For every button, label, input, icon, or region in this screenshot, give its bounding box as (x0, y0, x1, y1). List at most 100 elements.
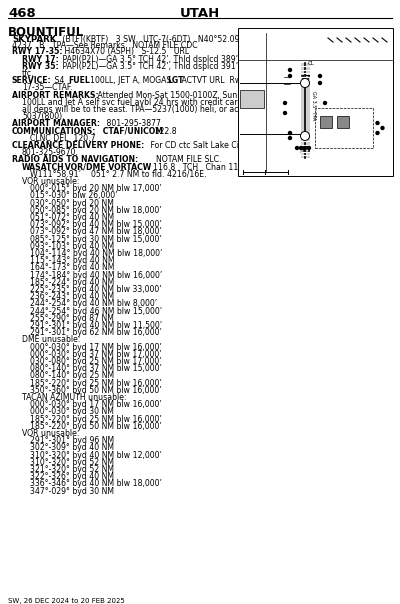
Circle shape (376, 121, 379, 124)
Circle shape (284, 101, 286, 104)
Text: tfc.: tfc. (22, 69, 35, 78)
Text: 164°-173° byd 40 NM: 164°-173° byd 40 NM (30, 263, 114, 272)
Text: 185°-220° byd 50 NM blw 16,000’: 185°-220° byd 50 NM blw 16,000’ (30, 422, 162, 431)
Text: LGT: LGT (167, 76, 184, 85)
Text: 291°-301° byd 40 NM blw 11,500’: 291°-301° byd 40 NM blw 11,500’ (30, 321, 162, 330)
Text: RWY 17:: RWY 17: (22, 54, 59, 63)
Text: 310°-320° byd 52 NM: 310°-320° byd 52 NM (30, 458, 114, 467)
Text: 185°-220° byd 25 NM blw 16,000’: 185°-220° byd 25 NM blw 16,000’ (30, 379, 162, 388)
Text: 080°-140° byd 37 NM blw 15,000’: 080°-140° byd 37 NM blw 15,000’ (30, 364, 162, 373)
Circle shape (300, 79, 310, 88)
Text: 115°-143° byd 40 NM: 115°-143° byd 40 NM (30, 256, 114, 265)
Text: PAPI(P2L)—GA 3.5° TCH 42’, Thld dsplcd 391’, Fence, Rgt: PAPI(P2L)—GA 3.5° TCH 42’, Thld dsplcd 3… (60, 62, 284, 71)
Text: UTAH: UTAH (180, 7, 220, 20)
Text: 4237   B   TPA—See Remarks   NOTAM FILE CDC: 4237 B TPA—See Remarks NOTAM FILE CDC (12, 41, 198, 50)
Circle shape (288, 68, 292, 71)
Text: RWY 17-35:: RWY 17-35: (12, 47, 62, 56)
Bar (300, 63, 310, 158)
Text: PAPI(P2L)—GA 3.5° TCH 42’, Thld dsplcd 389’, Fence.: PAPI(P2L)—GA 3.5° TCH 42’, Thld dsplcd 3… (60, 54, 268, 63)
Text: 225°-235° byd 40 NM blw 33,000’: 225°-235° byd 40 NM blw 33,000’ (30, 285, 162, 294)
Text: GA 3.5° TPA: GA 3.5° TPA (311, 91, 316, 121)
Text: WASATCH: WASATCH (22, 162, 65, 172)
Circle shape (300, 147, 302, 150)
Text: 35: 35 (299, 146, 311, 155)
Text: 291°-301° byd 62 NM blw 16,000’: 291°-301° byd 62 NM blw 16,000’ (30, 328, 162, 337)
Text: NOTAM FILE SLC.: NOTAM FILE SLC. (151, 155, 222, 164)
Text: VOR/DME VORTACW: VOR/DME VORTACW (62, 162, 151, 172)
Circle shape (324, 101, 326, 104)
Text: L-9C, I1D: L-9C, I1D (357, 41, 392, 50)
Text: 336°-346° byd 40 NM blw 18,000’: 336°-346° byd 40 NM blw 18,000’ (30, 480, 162, 489)
Text: 17: 17 (299, 75, 311, 84)
Text: S4: S4 (52, 76, 72, 85)
Text: all deps will be to the east. TPA—5237(1000) heli, or acft: all deps will be to the east. TPA—5237(1… (22, 105, 244, 114)
Circle shape (318, 82, 322, 85)
Text: 104°-114° byd 40 NM blw 18,000’: 104°-114° byd 40 NM blw 18,000’ (30, 249, 162, 258)
Text: 468: 468 (8, 7, 36, 20)
Circle shape (308, 147, 310, 150)
Text: 000°-030° byd 17 NM blw 16,000’: 000°-030° byd 17 NM blw 16,000’ (30, 342, 162, 352)
Text: 093°-103° byd 40 NM: 093°-103° byd 40 NM (30, 242, 114, 251)
Text: AIRPORT REMARKS:: AIRPORT REMARKS: (12, 91, 99, 100)
Text: SERVICE:: SERVICE: (12, 76, 52, 85)
Text: SKYPARK: SKYPARK (12, 35, 56, 44)
Text: 322°-326° byd 40 NM: 322°-326° byd 40 NM (30, 472, 114, 481)
Text: (BTF)(KBTF)   3 SW   UTC-7(-6DT)   N40°52.09’ W111°55.65’: (BTF)(KBTF) 3 SW UTC-7(-6DT) N40°52.09’ … (60, 35, 295, 44)
Text: SALT LAKE CITY: SALT LAKE CITY (332, 35, 392, 44)
Text: SW, 26 DEC 2024 to 20 FEB 2025: SW, 26 DEC 2024 to 20 FEB 2025 (8, 598, 125, 604)
Text: 801-295-3877: 801-295-3877 (104, 120, 161, 129)
Text: 000°-030° byd 17 NM blw 16,000’: 000°-030° byd 17 NM blw 16,000’ (30, 400, 162, 409)
Text: CTAF/UNICOM: CTAF/UNICOM (100, 127, 163, 136)
Text: 255°-290° byd 87 NM: 255°-290° byd 87 NM (30, 314, 114, 323)
Text: 100LL and Jet A self svc fuel avbl 24 hrs with credit card. Rwy 17-35: 100LL and Jet A self svc fuel avbl 24 hr… (22, 98, 289, 107)
Text: 000°-015° byd 20 NM blw 17,000’: 000°-015° byd 20 NM blw 17,000’ (30, 184, 162, 193)
Circle shape (300, 132, 310, 141)
Bar (240, 90, 264, 108)
Text: 185°-224° byd 40 NM: 185°-224° byd 40 NM (30, 278, 114, 287)
Bar (336, 116, 348, 128)
Circle shape (318, 74, 322, 77)
Text: 350°-360° byd 50 NM blw 16,000’: 350°-360° byd 50 NM blw 16,000’ (30, 386, 162, 395)
Text: 030°-080° byd 25 NM blw 17,000’: 030°-080° byd 25 NM blw 17,000’ (30, 357, 162, 366)
Bar (238, 28, 393, 176)
Text: 244°-254° byd 46 NM blw 15,000’: 244°-254° byd 46 NM blw 15,000’ (30, 307, 162, 316)
Circle shape (288, 74, 292, 77)
Circle shape (296, 147, 298, 150)
Text: RWY 35:: RWY 35: (22, 62, 59, 71)
Text: 801-325-9670.: 801-325-9670. (22, 148, 79, 157)
Text: CL: CL (308, 61, 315, 66)
Text: 000°-030° byd 30 NM: 000°-030° byd 30 NM (30, 408, 114, 416)
Text: TACAN AZIMUTH unusable:: TACAN AZIMUTH unusable: (22, 393, 126, 402)
Text: 051°-072° byd 40 NM: 051°-072° byd 40 NM (30, 213, 114, 222)
Circle shape (376, 132, 379, 135)
Text: 116.8   TCH   Chan 115   N40°51.02’: 116.8 TCH Chan 115 N40°51.02’ (148, 162, 295, 172)
Text: CLNC DEL  120.7: CLNC DEL 120.7 (30, 134, 96, 143)
Text: 244°-254° byd 40 NM blw 8,000’: 244°-254° byd 40 NM blw 8,000’ (30, 300, 157, 309)
Text: 000°-030° byd 37 NM blw 17,000’: 000°-030° byd 37 NM blw 17,000’ (30, 350, 162, 359)
Text: 347°-029° byd 30 NM: 347°-029° byd 30 NM (30, 487, 114, 496)
Text: ACTVT URL  Rwy: ACTVT URL Rwy (179, 76, 246, 85)
Text: AIRPORT MANAGER:: AIRPORT MANAGER: (12, 120, 100, 129)
Text: 5037(800).: 5037(800). (22, 112, 65, 121)
Text: 17-35—CTAF.: 17-35—CTAF. (22, 83, 72, 92)
Text: COMMUNICATIONS:: COMMUNICATIONS: (12, 127, 96, 136)
Text: DME unusable:: DME unusable: (22, 335, 80, 344)
Text: FUEL: FUEL (68, 76, 90, 85)
Text: RADIO AIDS TO NAVIGATION:: RADIO AIDS TO NAVIGATION: (12, 155, 138, 164)
Circle shape (284, 112, 286, 115)
Text: 185°-220° byd 25 NM blw 16,000’: 185°-220° byd 25 NM blw 16,000’ (30, 414, 162, 423)
Text: H4634X70 (ASPH)   S-12.5   URL: H4634X70 (ASPH) S-12.5 URL (62, 47, 189, 56)
Text: 073°-092° byd 40 NM blw 15,000’: 073°-092° byd 40 NM blw 15,000’ (30, 220, 162, 229)
Text: BOUNTIFUL: BOUNTIFUL (8, 26, 84, 39)
Text: 310°-320° byd 40 NM blw 12,000’: 310°-320° byd 40 NM blw 12,000’ (30, 451, 162, 460)
Text: 174°-184° byd 40 NM blw 16,000’: 174°-184° byd 40 NM blw 16,000’ (30, 271, 162, 280)
Text: 085°-125° byd 30 NM blw 15,000’: 085°-125° byd 30 NM blw 15,000’ (30, 234, 162, 243)
Text: 321°-320° byd 52 NM: 321°-320° byd 52 NM (30, 465, 114, 474)
Text: For CD ctc Salt Lake City Apch at: For CD ctc Salt Lake City Apch at (148, 141, 279, 150)
Circle shape (288, 137, 292, 140)
Text: 122.8: 122.8 (152, 127, 177, 136)
Text: CLEARANCE DELIVERY PHONE:: CLEARANCE DELIVERY PHONE: (12, 141, 144, 150)
Text: 015°-030° blw 26,000’: 015°-030° blw 26,000’ (30, 191, 118, 201)
Circle shape (288, 132, 292, 135)
Text: 030°-050° byd 20 NM: 030°-050° byd 20 NM (30, 199, 114, 208)
